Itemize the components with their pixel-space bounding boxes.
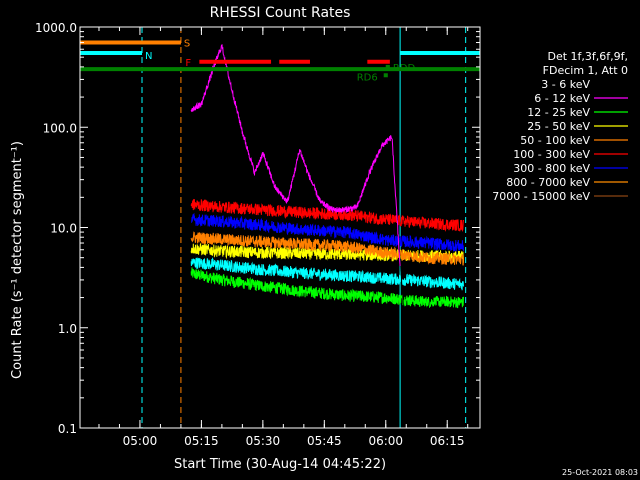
y-tick-label: 100.0 <box>43 121 77 135</box>
flag-label: RD6 <box>357 72 378 83</box>
footer-timestamp: 25-Oct-2021 08:03 <box>562 468 638 477</box>
y-tick-label: 1000.0 <box>35 21 77 35</box>
y-tick-label: 10.0 <box>50 222 77 236</box>
legend-entry-label: 100 - 300 keV <box>513 148 590 161</box>
y-axis-title: Count Rate (s⁻¹ detector segment⁻¹) <box>10 141 25 379</box>
x-tick-label: 06:15 <box>430 434 465 448</box>
legend-header-line: FDecim 1, Att 0 <box>543 64 628 77</box>
flag-label: S <box>184 39 190 50</box>
x-tick-label: 05:00 <box>123 434 158 448</box>
y-tick-label: 0.1 <box>58 422 77 436</box>
series-line-12-25-kev <box>190 267 464 310</box>
flag-label: RDD <box>393 63 416 74</box>
series-line-aux <box>190 257 464 291</box>
legend-entry-label: 800 - 7000 keV <box>506 176 590 189</box>
series-line-50-100-kev <box>190 231 464 266</box>
series-line-100-300-kev <box>190 198 464 232</box>
legend-entry-label: 25 - 50 keV <box>527 120 590 133</box>
flag-label: N <box>145 51 152 62</box>
series-line-25-50-kev <box>190 243 464 264</box>
x-tick-label: 05:30 <box>246 434 281 448</box>
series-line-300-800-kev <box>191 212 464 252</box>
chart-title: RHESSI Count Rates <box>210 5 351 21</box>
legend-entry-label: 12 - 25 keV <box>527 106 590 119</box>
legend-entry-label: 300 - 800 keV <box>513 162 590 175</box>
flag-label: F <box>185 58 191 69</box>
x-axis-title: Start Time (30-Aug-14 04:45:22) <box>174 457 386 472</box>
legend-entry-label: 7000 - 15000 keV <box>492 190 590 203</box>
x-tick-label: 05:15 <box>184 434 219 448</box>
legend-entry-label: 6 - 12 keV <box>534 92 590 105</box>
legend-header-line: Det 1f,3f,6f,9f, <box>547 50 628 63</box>
x-tick-label: 05:45 <box>307 434 342 448</box>
legend-entry-label: 50 - 100 keV <box>520 134 590 147</box>
axes: 1000.0 100.0 10.0 1.0 0.1 05:00 05:15 05:30 05:4… <box>35 21 481 448</box>
legend: Det 1f,3f,6f,9f,FDecim 1, Att 03 - 6 keV… <box>492 50 628 203</box>
x-tick-label: 06:00 <box>368 434 403 448</box>
legend-entry-label: 3 - 6 keV <box>541 78 590 91</box>
plot-area: N SF RD6 RDD <box>79 27 480 428</box>
series-line-3-6-kev <box>190 53 464 319</box>
y-tick-label: 1.0 <box>58 322 77 336</box>
